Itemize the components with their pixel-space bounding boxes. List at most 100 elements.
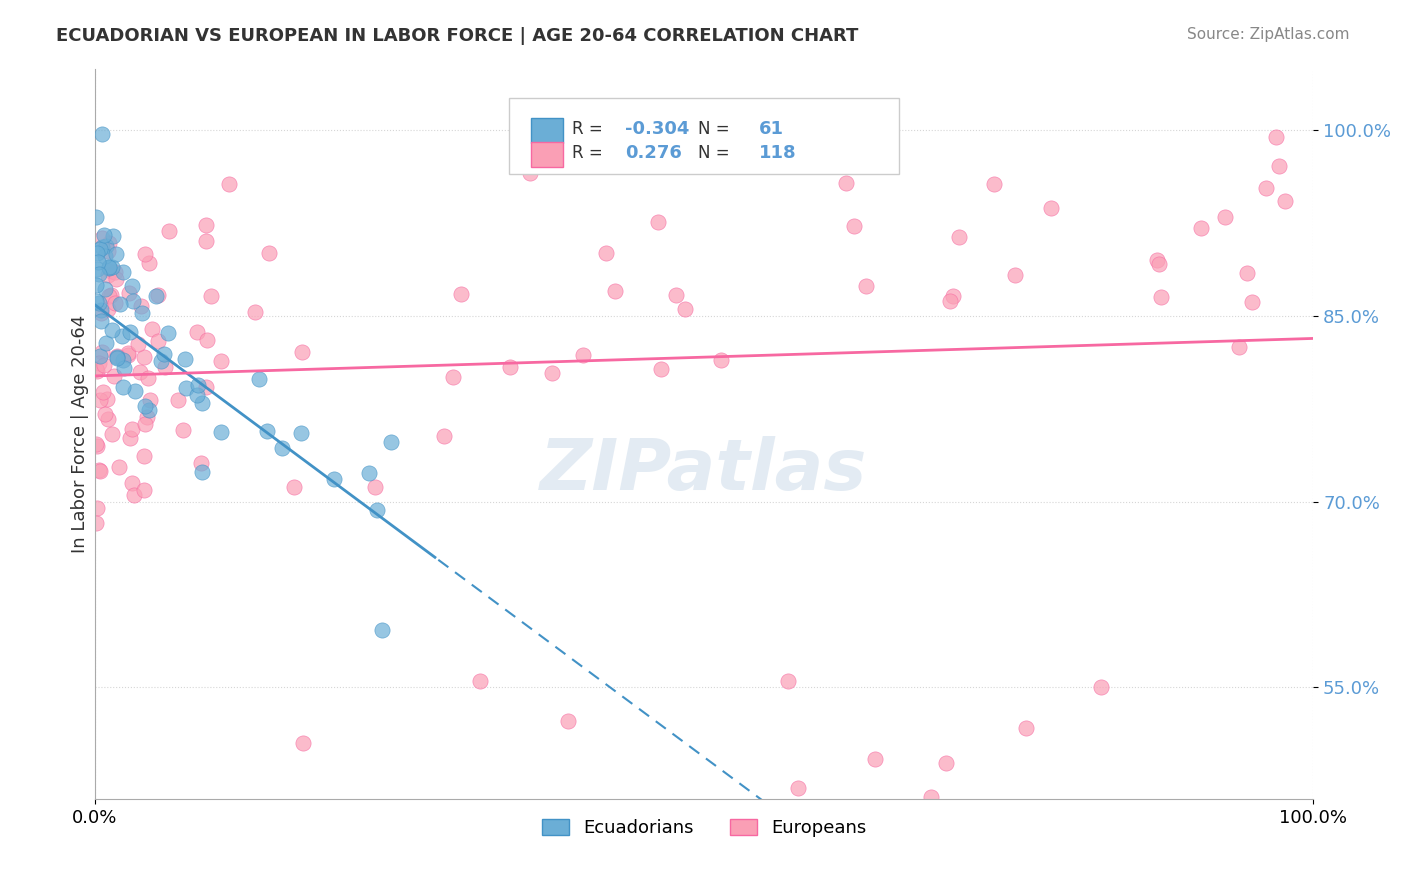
Point bbox=[1236, 266, 1258, 280]
Point bbox=[357, 466, 380, 480]
Point bbox=[156, 326, 179, 340]
Point bbox=[90, 314, 112, 328]
Point bbox=[1240, 294, 1263, 309]
Point bbox=[153, 347, 176, 361]
Point bbox=[935, 756, 957, 770]
Point bbox=[200, 289, 222, 303]
Text: ZIPatlas: ZIPatlas bbox=[540, 435, 868, 505]
Point bbox=[132, 449, 155, 463]
Point bbox=[129, 299, 152, 313]
Point bbox=[835, 176, 858, 190]
Point bbox=[141, 321, 163, 335]
Point bbox=[86, 439, 108, 453]
Point bbox=[1150, 290, 1173, 304]
Text: 61: 61 bbox=[759, 120, 785, 138]
Point bbox=[121, 293, 143, 308]
Point bbox=[195, 333, 218, 347]
Point bbox=[105, 351, 128, 365]
Point bbox=[366, 502, 388, 516]
Y-axis label: In Labor Force | Age 20-64: In Labor Force | Age 20-64 bbox=[72, 315, 89, 553]
Point bbox=[863, 752, 886, 766]
Point bbox=[101, 426, 124, 441]
Point bbox=[84, 277, 107, 292]
Point bbox=[104, 265, 127, 279]
Point bbox=[665, 288, 688, 302]
Point bbox=[844, 219, 866, 233]
Point bbox=[1090, 680, 1112, 694]
FancyBboxPatch shape bbox=[531, 142, 562, 167]
Point bbox=[187, 377, 209, 392]
Point bbox=[112, 380, 135, 394]
Point bbox=[1264, 130, 1286, 145]
Point bbox=[132, 483, 155, 497]
Point bbox=[148, 288, 170, 302]
Point bbox=[134, 399, 156, 413]
Point bbox=[86, 364, 108, 378]
Point bbox=[519, 166, 541, 180]
Point bbox=[673, 301, 696, 316]
Point bbox=[433, 428, 456, 442]
Point bbox=[118, 325, 141, 339]
Point bbox=[186, 388, 208, 402]
Point bbox=[138, 402, 160, 417]
Point bbox=[186, 325, 208, 339]
Point bbox=[97, 260, 120, 274]
Point bbox=[100, 288, 122, 302]
Point bbox=[139, 393, 162, 408]
Point bbox=[209, 354, 232, 368]
Point bbox=[283, 480, 305, 494]
Point bbox=[939, 294, 962, 309]
Point bbox=[104, 247, 127, 261]
Point bbox=[105, 349, 128, 363]
Point bbox=[157, 224, 180, 238]
Point bbox=[91, 344, 114, 359]
Point bbox=[84, 293, 107, 308]
Point bbox=[127, 337, 149, 351]
Point bbox=[112, 361, 135, 376]
Point bbox=[218, 177, 240, 191]
Point bbox=[647, 214, 669, 228]
Point bbox=[97, 244, 120, 258]
Point bbox=[91, 240, 114, 254]
Point bbox=[87, 255, 110, 269]
Point bbox=[93, 384, 115, 399]
Point bbox=[103, 228, 125, 243]
Point bbox=[94, 282, 117, 296]
Point bbox=[101, 260, 124, 275]
Point bbox=[136, 370, 159, 384]
Point bbox=[89, 464, 111, 478]
Point bbox=[104, 272, 127, 286]
Point bbox=[107, 460, 129, 475]
Point bbox=[84, 437, 107, 451]
Point bbox=[107, 350, 129, 364]
Point bbox=[91, 230, 114, 244]
Point bbox=[98, 289, 121, 303]
Point bbox=[776, 674, 799, 689]
Point bbox=[97, 302, 120, 317]
FancyBboxPatch shape bbox=[531, 118, 562, 143]
Point bbox=[153, 360, 176, 375]
Point bbox=[121, 422, 143, 436]
Point bbox=[1213, 210, 1236, 224]
Point bbox=[256, 424, 278, 438]
Point bbox=[920, 790, 942, 805]
Point bbox=[117, 348, 139, 362]
Text: 0.276: 0.276 bbox=[624, 145, 682, 162]
Point bbox=[117, 345, 139, 359]
Point bbox=[942, 288, 965, 302]
Point bbox=[97, 268, 120, 282]
Point bbox=[1015, 721, 1038, 735]
Point bbox=[150, 354, 173, 368]
Point bbox=[450, 287, 472, 301]
Point bbox=[86, 262, 108, 277]
Text: ECUADORIAN VS EUROPEAN IN LABOR FORCE | AGE 20-64 CORRELATION CHART: ECUADORIAN VS EUROPEAN IN LABOR FORCE | … bbox=[56, 27, 859, 45]
Point bbox=[190, 456, 212, 470]
FancyBboxPatch shape bbox=[509, 98, 898, 175]
Text: -0.304: -0.304 bbox=[624, 120, 689, 138]
Point bbox=[86, 246, 108, 260]
Text: N =: N = bbox=[697, 120, 735, 138]
Point bbox=[710, 352, 733, 367]
Point bbox=[247, 372, 270, 386]
Point bbox=[134, 247, 156, 261]
Point bbox=[257, 246, 280, 260]
